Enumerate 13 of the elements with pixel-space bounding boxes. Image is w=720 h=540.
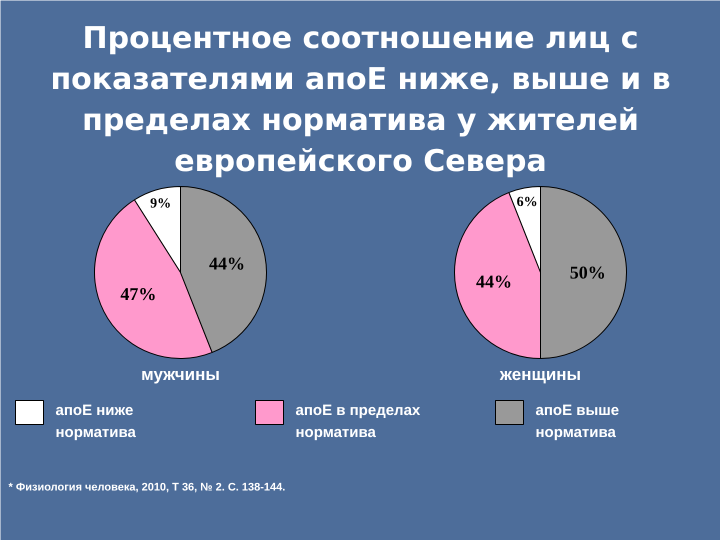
- data-label: 44%: [476, 271, 512, 292]
- slice-label: женщины: [498, 365, 582, 384]
- data-label: 47%: [120, 284, 156, 304]
- data-label: 6%: [516, 194, 538, 210]
- data-label: 44%: [208, 254, 245, 274]
- legend-label: апоЕ ниже норматива: [56, 402, 137, 441]
- chart-title: Процентное соотношение лиц с показателями апоЕ ниже, выше и в пределах норматива у жителей европейского Севера: [50, 21, 671, 179]
- text: * Физиология человека, 2010, Т 36, № 2. С. 138-144.: [8, 482, 286, 494]
- data-label: 9%: [150, 196, 172, 212]
- slice-label: мужчины: [141, 365, 220, 384]
- legend-label: апоЕ выше норматива: [536, 402, 620, 441]
- legend-label: апоЕ в пределах норматива: [296, 402, 421, 441]
- data-label: 50%: [570, 262, 606, 282]
